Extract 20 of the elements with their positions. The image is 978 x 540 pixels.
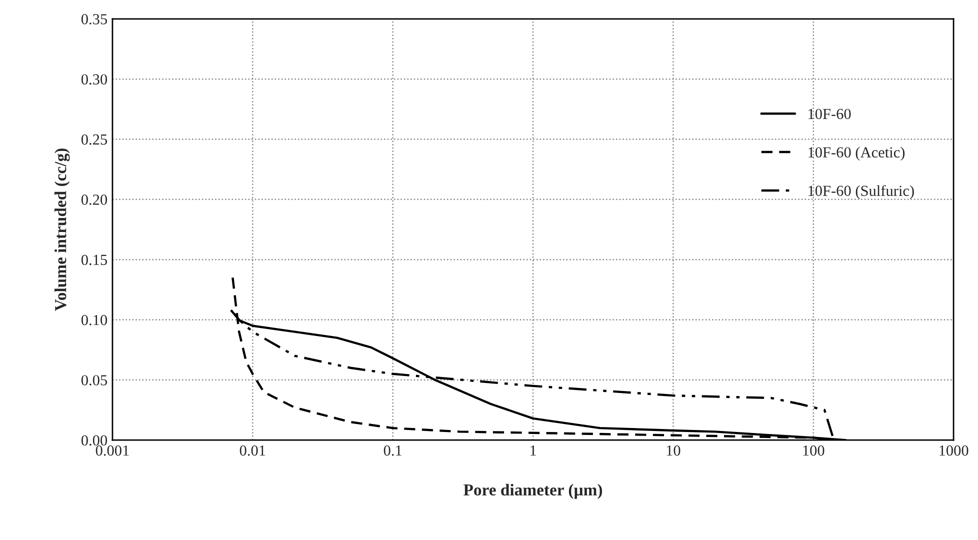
y-tick-label: 0.10 <box>81 314 108 326</box>
y-tick-label: 0.35 <box>81 14 108 24</box>
y-tick-label: 0.05 <box>81 375 108 386</box>
y-tick-label: 0.00 <box>81 435 108 446</box>
legend-label: 10F-60 (Acetic) <box>808 146 905 161</box>
y-tick-label: 0.20 <box>81 194 108 205</box>
y-axis-title: Volume intruded (cc/g) <box>54 148 70 311</box>
x-tick-label: 0.001 <box>96 445 129 456</box>
y-tick-label: 0.30 <box>81 74 108 85</box>
y-tick-label: 0.15 <box>81 254 108 266</box>
x-axis-title: Pore diameter (µm) <box>464 484 602 499</box>
x-tick-label: 0.01 <box>240 445 266 456</box>
y-tick-label: 0.25 <box>81 134 108 145</box>
x-tick-label: 1 <box>530 445 536 456</box>
x-tick-label: 10 <box>666 445 680 456</box>
legend-label: 10F-60 <box>808 108 851 120</box>
x-tick-label: 0.1 <box>384 445 402 456</box>
legend-label: 10F-60 (Sulfuric) <box>808 185 914 200</box>
x-tick-label: 1000 <box>940 445 968 456</box>
x-tick-label: 100 <box>803 445 824 456</box>
